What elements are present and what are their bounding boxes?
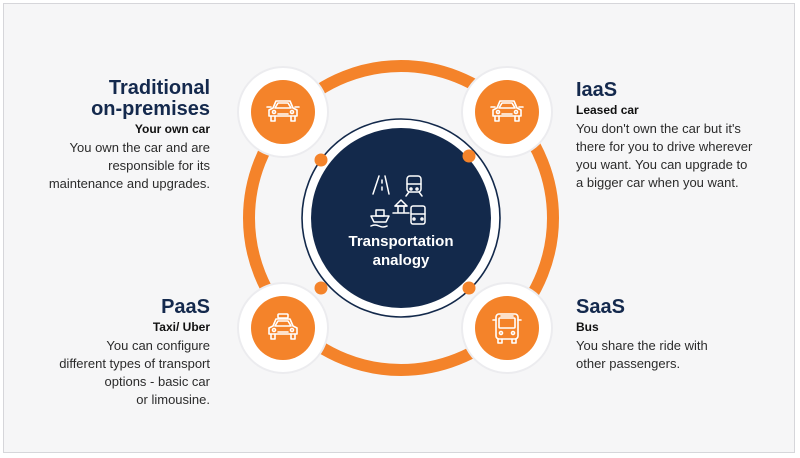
saas-desc-line: You share the ride with <box>576 338 708 353</box>
transport-modes-icon <box>370 175 426 228</box>
connector-dot-top-right <box>462 149 476 163</box>
connector-dot-bottom-left <box>314 281 328 295</box>
paas-desc-line: different types of transport <box>59 356 210 371</box>
traditional-title: Traditional on-premises <box>20 78 210 120</box>
traditional-title-line-2: on-premises <box>91 98 210 120</box>
center-label: Transportation analogy <box>306 232 496 270</box>
iaas-desc-line: You don't own the car but it's <box>576 121 741 136</box>
saas-title: SaaS <box>576 296 625 318</box>
paas-description: You can configure different types of tra… <box>20 337 210 409</box>
paas-desc-line: options - basic car <box>104 374 211 389</box>
traditional-description: You own the car and are responsible for … <box>20 139 210 193</box>
paas-block: PaaS Taxi/ Uber You can configure differ… <box>20 297 210 409</box>
saas-desc-line: other passengers. <box>576 356 681 371</box>
center-circle <box>311 128 491 308</box>
taxi-icon <box>268 313 298 340</box>
center-title-line-2: analogy <box>372 252 430 269</box>
bus-icon <box>492 313 522 344</box>
traditional-desc-line: You own the car and are <box>69 140 210 155</box>
connector-dot-bottom-right <box>462 281 476 295</box>
car-icon <box>266 100 300 122</box>
paas-subtitle: Taxi/ Uber <box>152 320 210 334</box>
traditional-desc-line: maintenance and upgrades. <box>48 176 210 191</box>
connector-dot-top-left <box>314 153 328 167</box>
traditional-subtitle: Your own car <box>134 122 210 136</box>
traditional-desc-line: responsible for its <box>108 158 210 173</box>
traditional-title-line-1: Traditional <box>108 77 210 99</box>
node-saas <box>461 282 553 374</box>
center-title-line-1: Transportation <box>348 233 454 250</box>
paas-desc-line: You can configure <box>106 338 210 353</box>
car-icon <box>490 100 524 122</box>
traditional-block: Traditional on-premises Your own car You… <box>20 78 210 193</box>
saas-description: You share the ride with other passengers… <box>576 337 786 373</box>
node-iaas <box>461 66 553 158</box>
outer-ring <box>243 60 559 376</box>
iaas-desc-line: there for you to drive wherever <box>576 139 753 154</box>
iaas-subtitle: Leased car <box>576 103 639 117</box>
iaas-desc-line: you want. You can upgrade to <box>576 157 748 172</box>
iaas-block: IaaS Leased car You don't own the car bu… <box>576 80 786 192</box>
paas-desc-line: or limousine. <box>136 392 210 407</box>
node-traditional <box>237 66 329 158</box>
saas-subtitle: Bus <box>576 320 599 334</box>
saas-block: SaaS Bus You share the ride with other p… <box>576 297 786 373</box>
node-paas <box>237 282 329 374</box>
iaas-title: IaaS <box>576 79 618 101</box>
paas-title: PaaS <box>161 296 210 318</box>
iaas-desc-line: a bigger car when you want. <box>576 175 739 190</box>
iaas-description: You don't own the car but it's there for… <box>576 120 786 192</box>
